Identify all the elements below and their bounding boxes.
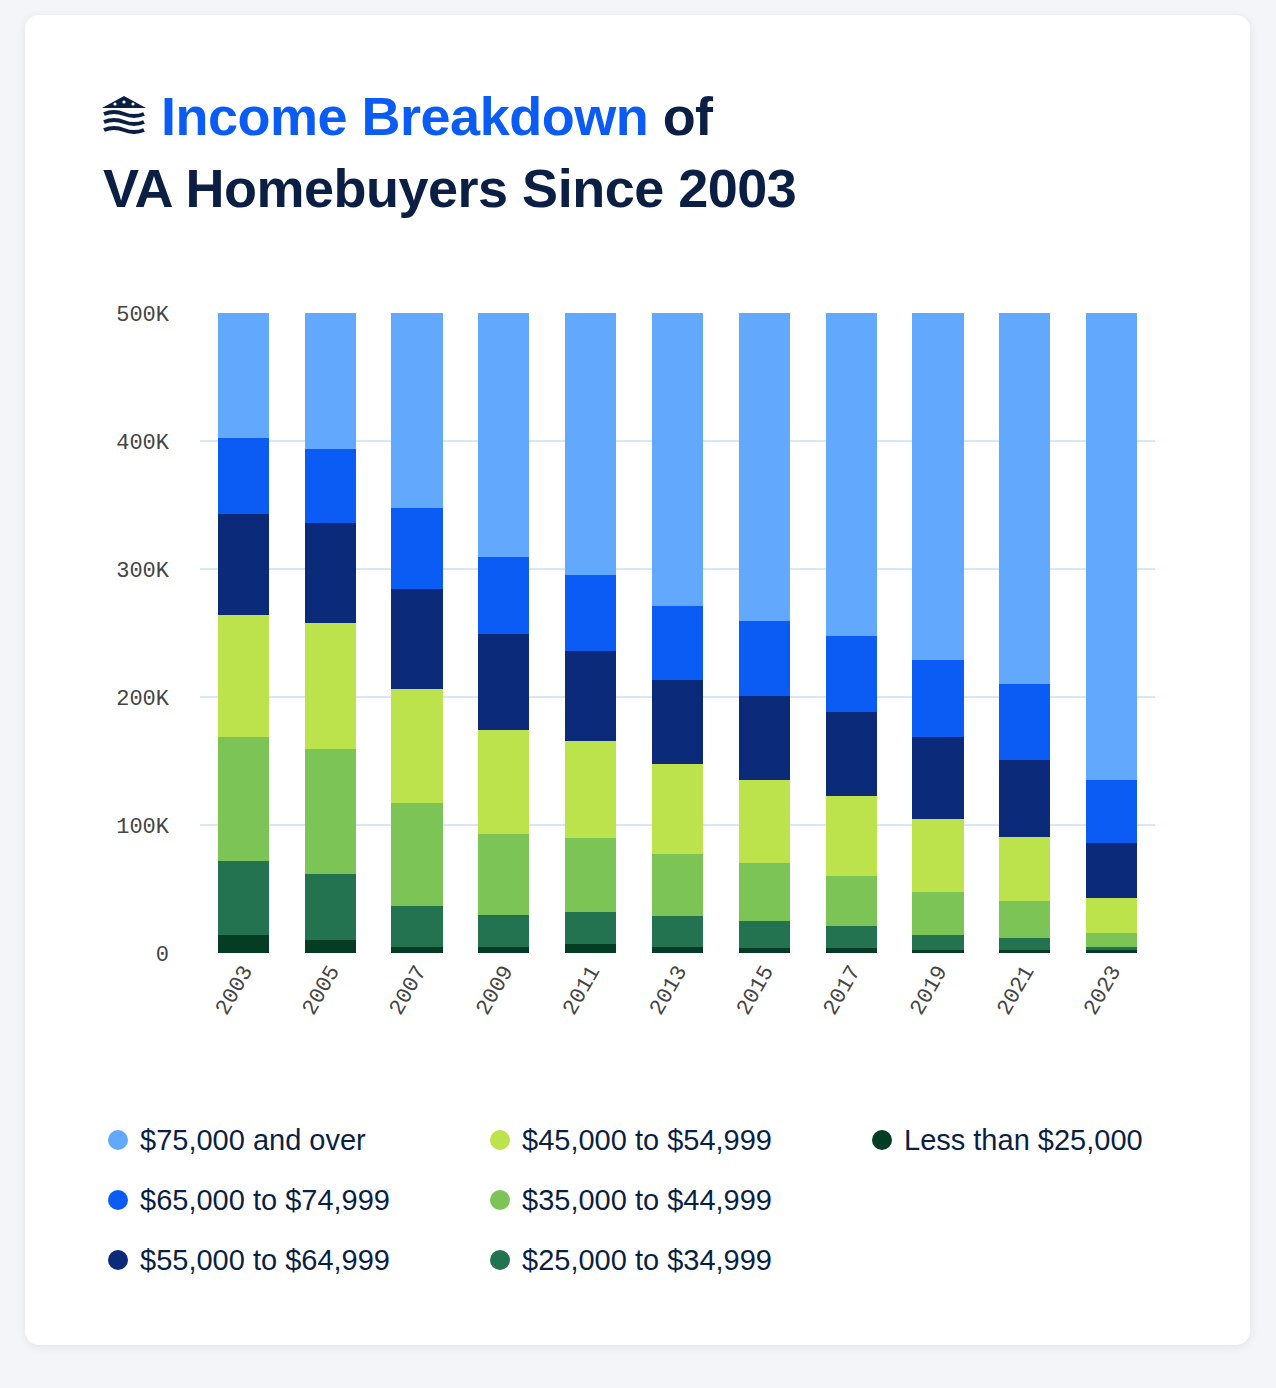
svg-text:2021: 2021 <box>992 962 1040 1020</box>
svg-text:2009: 2009 <box>471 962 519 1020</box>
html-text:$65,000 to $74,999: $65,000 to $74,999 <box>140 1183 390 1216</box>
svg-text:2005: 2005 <box>298 962 346 1020</box>
svg-text:500K: 500K <box>116 303 170 328</box>
html-text:$75,000 and over: $75,000 and over <box>140 1123 366 1156</box>
svg-text:200K: 200K <box>116 687 170 712</box>
html-text:$55,000 to $64,999: $55,000 to $64,999 <box>140 1243 390 1276</box>
svg-text:2019: 2019 <box>905 962 953 1020</box>
html-text:Less than $25,000: Less than $25,000 <box>904 1123 1143 1156</box>
html-text:$35,000 to $44,999: $35,000 to $44,999 <box>522 1183 772 1216</box>
svg-text:2015: 2015 <box>732 962 780 1020</box>
svg-text:300K: 300K <box>116 559 170 584</box>
svg-text:2003: 2003 <box>211 962 259 1020</box>
svg-text:2023: 2023 <box>1079 962 1127 1020</box>
html-text:Income Breakdown of: Income Breakdown of <box>161 86 713 146</box>
svg-text:2013: 2013 <box>645 962 693 1020</box>
svg-text:2011: 2011 <box>558 962 606 1020</box>
html-text:VA Homebuyers Since 2003: VA Homebuyers Since 2003 <box>103 158 797 218</box>
html-text:$45,000 to $54,999: $45,000 to $54,999 <box>522 1123 772 1156</box>
svg-text:2017: 2017 <box>819 962 867 1020</box>
svg-text:100K: 100K <box>116 815 170 840</box>
html-text:$25,000 to $34,999: $25,000 to $34,999 <box>522 1243 772 1276</box>
svg-text:400K: 400K <box>116 431 170 456</box>
svg-text:0: 0 <box>156 943 169 968</box>
svg-text:2007: 2007 <box>385 962 433 1020</box>
